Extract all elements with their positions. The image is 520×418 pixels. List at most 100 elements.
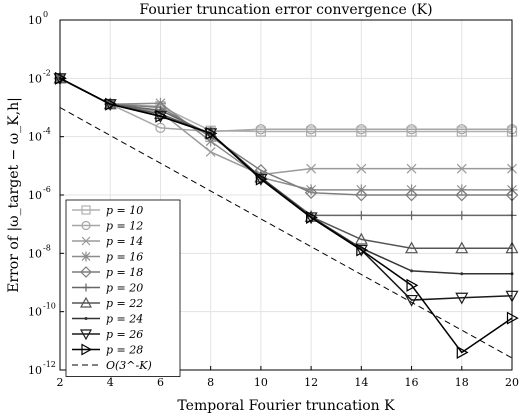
data-point-plus [356, 210, 366, 220]
x-tick-label: 12 [304, 376, 318, 389]
data-point-circle [155, 122, 166, 133]
y-tick-exponent: -8 [43, 243, 51, 252]
x-tick-label: 16 [405, 376, 419, 389]
data-point-dot [410, 269, 414, 273]
data-point-dot [460, 272, 464, 276]
y-tick-label: 10 [28, 306, 42, 319]
data-point-square [81, 205, 91, 215]
data-point-triangle-down [204, 128, 218, 141]
chart-title: Fourier truncation error convergence (K) [139, 2, 432, 18]
legend-label: p = 22 [106, 297, 143, 310]
data-point-triangle-down [354, 244, 368, 257]
series-line [59, 77, 512, 133]
legend-label: p = 14 [106, 235, 143, 248]
x-tick-label: 18 [455, 376, 469, 389]
series-10 [59, 107, 513, 359]
legend-item: p = 16 [72, 251, 143, 264]
data-point-star [205, 135, 217, 147]
data-point-triangle-right [356, 243, 369, 257]
data-point-x [456, 163, 467, 174]
data-point-triangle-up [354, 232, 368, 245]
y-axis-label: Error of |ω_target − ω_K,h| [6, 97, 22, 293]
data-point-star [81, 251, 91, 262]
y-tick-exponent: -10 [43, 302, 56, 311]
data-point-x [406, 163, 417, 174]
legend-item: p = 18 [72, 266, 143, 279]
data-point-diamond [354, 188, 368, 202]
data-point-star [154, 97, 166, 109]
y-tick-exponent: -2 [43, 68, 51, 77]
data-point-triangle-down [304, 212, 318, 225]
x-tick-label: 10 [254, 376, 268, 389]
x-tick-labels: 2 4 6 8 10 12 14 16 18 20 [57, 366, 519, 389]
y-tick-label: 10 [28, 189, 42, 202]
y-tick-exponent: -4 [43, 127, 51, 136]
x-tick-label: 8 [207, 376, 214, 389]
data-point-triangle-down [79, 329, 93, 341]
data-point-diamond [455, 188, 469, 202]
legend-item: p = 22 [72, 296, 143, 310]
series-line [59, 107, 513, 359]
legend-label: p = 12 [106, 220, 143, 233]
data-point-x [306, 163, 317, 174]
series-line [59, 77, 513, 354]
legend-label: p = 20 [106, 282, 143, 295]
x-tick-label: 2 [57, 376, 64, 389]
legend-label: p = 10 [106, 204, 143, 217]
data-point-triangle-up [153, 107, 167, 120]
legend-label: p = 18 [106, 266, 143, 279]
x-tick-label: 14 [354, 376, 368, 389]
y-tick-label: 10 [28, 72, 42, 85]
series-line [59, 77, 512, 196]
legend-label: p = 28 [106, 344, 143, 357]
data-point-plus [82, 283, 90, 292]
data-point-triangle-right [406, 278, 419, 292]
legend-item: p = 24 [72, 313, 143, 326]
data-point-triangle-right [81, 343, 93, 356]
series-9 [54, 71, 519, 359]
legend-label: O(3^-K) [106, 359, 152, 372]
data-point-triangle-right [105, 97, 117, 111]
legend-label: p = 26 [106, 328, 143, 341]
data-point-circle [81, 220, 91, 231]
data-point-circle [456, 124, 467, 135]
legend-label: p = 16 [106, 251, 143, 264]
data-point-diamond [304, 186, 318, 200]
legend-item: p = 20 [72, 282, 143, 295]
y-tick-exponent: -12 [43, 360, 56, 369]
data-point-triangle-right [155, 109, 168, 123]
data-point-triangle-down [405, 294, 419, 307]
data-point-triangle-right [255, 172, 268, 186]
data-point-triangle-up [405, 241, 419, 254]
legend-item: p = 26 [72, 328, 143, 341]
series-line [59, 77, 512, 191]
data-point-circle [306, 124, 317, 135]
legend-item: p = 12 [72, 220, 143, 233]
x-tick-label: 20 [505, 376, 519, 389]
y-tick-exponent: 0 [43, 10, 48, 19]
legend: p = 10 p = 12 p = 14 p = 16 p = 18 p = 20 p = … [65, 199, 181, 377]
series-layer [53, 71, 519, 359]
data-point-diamond [405, 188, 418, 202]
y-tick-label: 10 [28, 364, 42, 377]
x-axis-label: Temporal Fourier truncation K [177, 398, 395, 414]
data-point-x [205, 146, 216, 157]
data-point-x [356, 163, 367, 174]
y-tick-label: 10 [28, 247, 42, 260]
data-point-star [305, 184, 317, 196]
data-point-x [81, 236, 91, 246]
x-tick-label: 4 [107, 376, 114, 389]
legend-item: p = 28 [72, 343, 143, 357]
legend-item: p = 14 [72, 235, 143, 248]
data-point-triangle-up [455, 241, 469, 254]
data-point-diamond [80, 266, 92, 278]
data-point-triangle-right [456, 345, 469, 359]
x-tick-label: 6 [157, 376, 164, 389]
series-line [59, 77, 512, 176]
data-point-dot [84, 317, 88, 320]
data-point-triangle-right [306, 210, 318, 224]
data-point-triangle-down [254, 174, 268, 186]
data-point-plus [457, 210, 467, 220]
